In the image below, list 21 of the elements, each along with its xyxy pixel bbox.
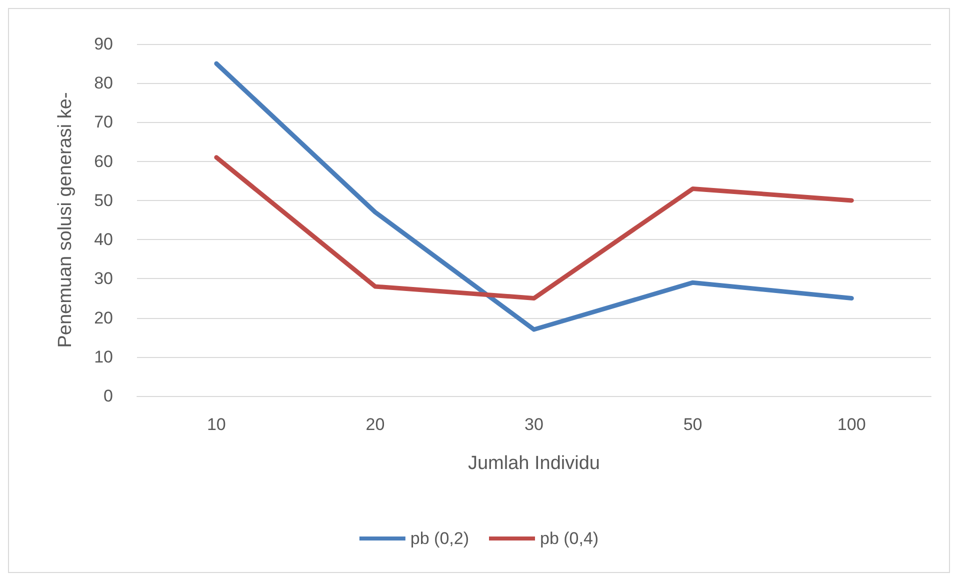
x-tick-label: 100 — [837, 415, 866, 434]
y-tick-label: 80 — [94, 74, 113, 93]
y-tick-label: 40 — [94, 230, 113, 250]
y-tick-label: 60 — [94, 152, 113, 171]
x-tick-label: 50 — [683, 415, 702, 434]
legend-label: pb (0,2) — [410, 529, 470, 548]
y-tick-label: 0 — [104, 386, 113, 406]
line-series — [214, 61, 854, 332]
y-tick-label: 90 — [94, 34, 113, 54]
y-tick-label: 30 — [94, 269, 113, 288]
x-tick-label: 30 — [524, 415, 544, 434]
y-tick-label: 70 — [94, 112, 113, 132]
y-axis-title: Penemuan solusi generasi ke- — [55, 92, 76, 348]
x-tick-label: 20 — [366, 415, 385, 434]
y-tick-label: 50 — [94, 190, 113, 210]
line-series — [214, 155, 854, 300]
legend-label: pb (0,4) — [540, 529, 599, 548]
x-axis-title: Jumlah Individu — [468, 453, 600, 474]
y-tick-label: 10 — [94, 347, 113, 366]
x-tick-label: 10 — [206, 415, 226, 434]
y-tick-label: 20 — [94, 308, 113, 328]
